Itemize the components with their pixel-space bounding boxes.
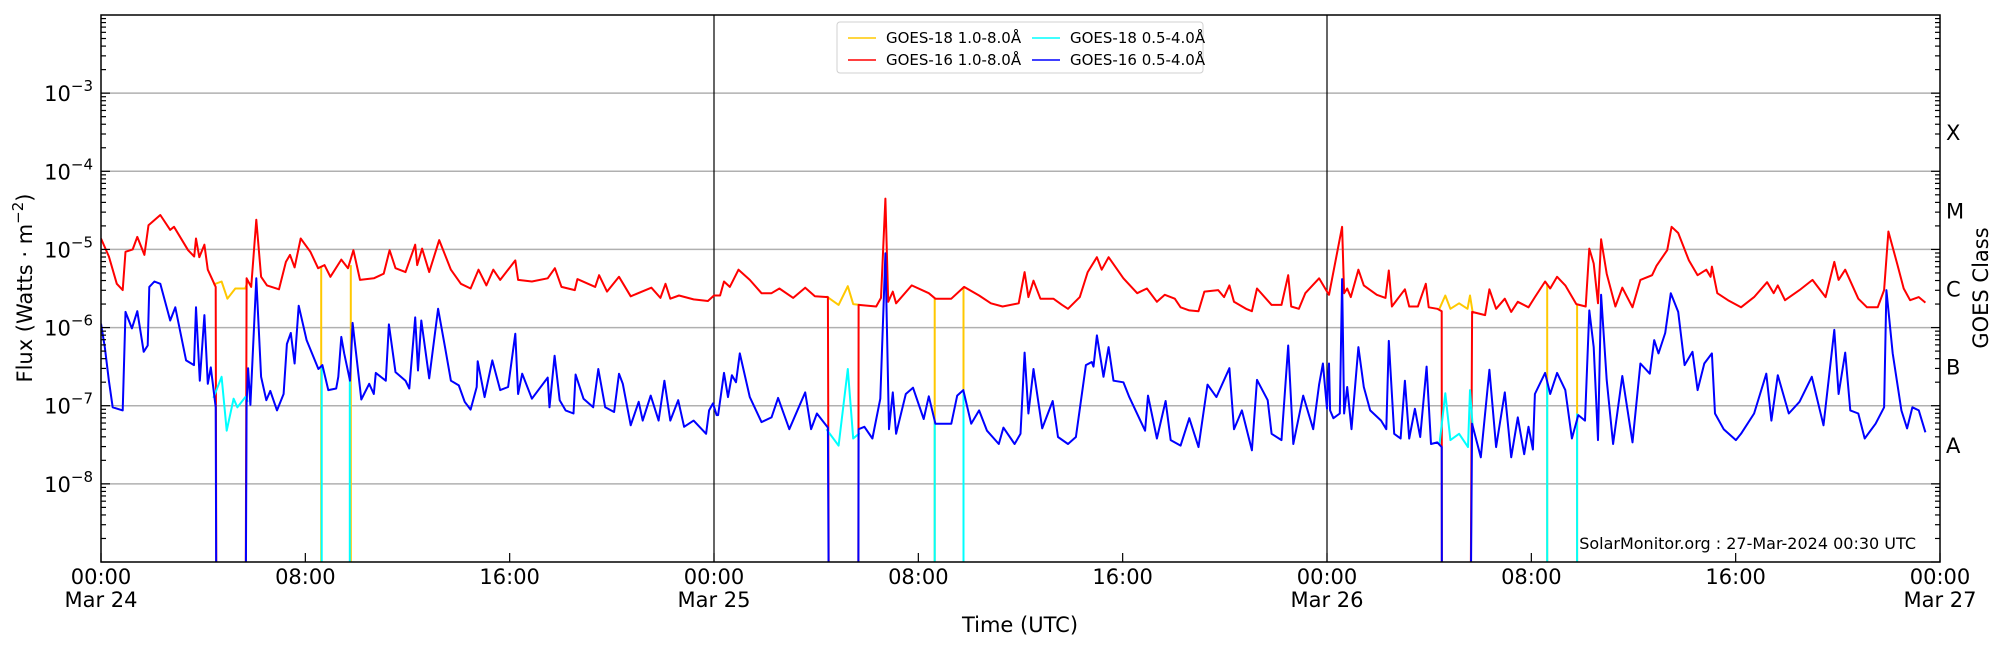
series-line-goes-16-1-0-8-0- [101,197,1927,562]
x-tick-time: 16:00 [479,565,540,589]
x-tick-time: 00:00 [71,565,132,589]
plot-frame [100,14,1941,563]
series-line-goes-18-0-5-4-0- [1438,389,1474,449]
source-timestamp-annotation: SolarMonitor.org : 27-Mar-2024 00:30 UTC [1579,534,1916,553]
goes-class-label: B [1946,356,1960,380]
goes-class-axis-label: GOES Class [1969,227,1993,348]
series-line-goes-18-0-5-4-0- [212,375,249,432]
legend-label: GOES-16 1.0-8.0Å [886,50,1022,69]
x-tick-time: 00:00 [1297,565,1358,589]
x-tick-date: Mar 25 [677,588,750,612]
y-tick-label: 10−7 [44,390,93,419]
x-tick-date: Mar 24 [64,588,137,612]
legend: GOES-18 1.0-8.0Å GOES-18 0.5-4.0Å GOES-16 … [836,21,1206,74]
goes-class-label: C [1946,278,1961,302]
y-tick-label: 10−8 [44,468,93,497]
series-lines [101,197,1927,562]
x-tick-time: 08:00 [888,565,949,589]
legend-label: GOES-16 0.5-4.0Å [1070,50,1206,69]
y-axis-label: Flux (Watts · m−2) [9,193,37,382]
y-tick-label: 10−3 [44,77,93,106]
x-tick-time: 00:00 [1910,565,1971,589]
x-tick-time: 16:00 [1092,565,1153,589]
series-line-goes-18-1-0-8-0- [1438,294,1474,313]
goes-class-label: M [1946,199,1964,223]
y-tick-label: 10−6 [44,312,93,341]
goes-class-labels: X M C B A [1946,121,1964,458]
day-separators [713,15,1328,562]
series-line-goes-18-1-0-8-0- [213,280,249,300]
gridlines [101,92,1940,485]
legend-label: GOES-18 1.0-8.0Å [886,28,1022,47]
x-tick-time: 16:00 [1705,565,1766,589]
x-tick-date: Mar 27 [1903,588,1976,612]
x-tick-time: 00:00 [684,565,745,589]
x-tick-date: Mar 26 [1290,588,1363,612]
series-line-goes-18-1-0-8-0- [825,285,860,306]
legend-label: GOES-18 0.5-4.0Å [1070,28,1206,47]
y-tick-labels: 10−8 10−7 10−6 10−5 10−4 10−3 [44,77,93,497]
goes-class-label: X [1946,121,1960,145]
series-line-goes-18-0-5-4-0- [825,368,861,447]
y-tick-label: 10−5 [44,233,93,262]
goes-class-label: A [1946,434,1961,458]
series-line-goes-16-0-5-4-0- [101,252,1927,562]
x-axis-label: Time (UTC) [961,613,1078,637]
axis-ticks [100,17,1941,563]
x-tick-time: 08:00 [275,565,336,589]
x-tick-time: 08:00 [1501,565,1562,589]
y-tick-label: 10−4 [44,155,93,184]
